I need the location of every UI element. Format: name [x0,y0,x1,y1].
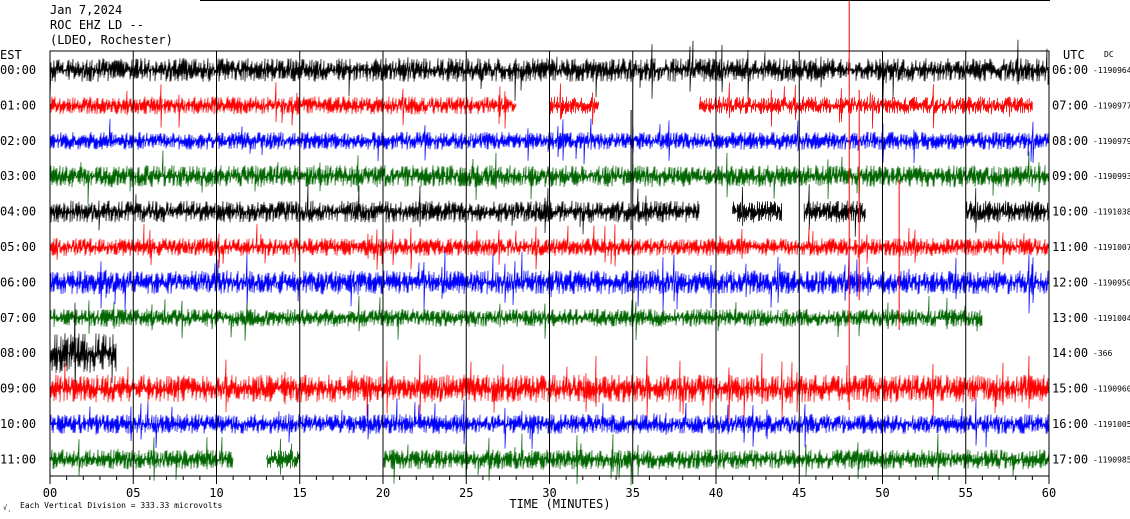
dc-offset-label: -1190964 [1093,66,1130,75]
x-tick-label: 10 [209,486,223,500]
header-date: Jan 7,2024 [50,3,123,17]
est-label: 04:00 [0,205,36,219]
est-label: 09:00 [0,382,36,396]
x-tick-label: 50 [875,486,889,500]
label-layer: 00 05 10 15 20 25 30 35 40 45 50 55 60 00:00 06:00 -119… [0,63,1130,500]
est-label: 10:00 [0,417,36,431]
trace-segment-04:00 [49,184,700,235]
trace-segment-01:00 [49,82,517,129]
est-label: 07:00 [0,311,36,325]
dc-offset-label: -1190950 [1093,278,1130,287]
utc-label: 13:00 [1052,311,1088,325]
est-label: 00:00 [0,63,36,77]
trace-segment-04:00 [803,184,866,237]
est-label: 01:00 [0,98,36,112]
x-tick-label: 05 [126,486,140,500]
trace-segment-01:00 [699,82,1033,129]
dc-offset-label: -1190960 [1093,385,1130,394]
right-sub-title: DC [1104,50,1114,59]
left-axis-title: EST [0,48,22,62]
dc-offset-label: -1190977 [1093,101,1130,110]
x-tick-label: 30 [542,486,556,500]
x-tick-label: 45 [792,486,806,500]
est-label: 03:00 [0,169,36,183]
est-label: 08:00 [0,346,36,360]
utc-label: 15:00 [1052,382,1088,396]
x-tick-label: 35 [626,486,640,500]
est-label: 11:00 [0,452,36,466]
trace-segment-07:00 [49,295,983,341]
dc-offset-label: -1191004 [1093,314,1130,323]
x-tick-label: 60 [1042,486,1056,500]
x-tick-label: 00 [43,486,57,500]
utc-label: 09:00 [1052,169,1088,183]
utc-label: 11:00 [1052,240,1088,254]
dc-offset-label: -366 [1093,349,1112,358]
header-station: ROC EHZ LD -- [50,18,144,32]
x-tick-label: 15 [293,486,307,500]
utc-label: 14:00 [1052,346,1088,360]
header-network: (LDEO, Rochester) [50,33,173,47]
utc-label: 10:00 [1052,205,1088,219]
dc-offset-label: -1191007 [1093,243,1130,252]
footnote-prefix: √̨ [3,504,11,512]
dc-offset-label: -1191005 [1093,420,1130,429]
grid-layer [49,0,1050,484]
est-label: 02:00 [0,134,36,148]
trace-segment-11:00 [49,437,234,481]
trace-segment-04:00 [732,186,782,227]
utc-label: 12:00 [1052,275,1088,289]
dc-offset-label: -1191038 [1093,208,1130,217]
dc-offset-label: -1190985 [1093,455,1130,464]
footnote: Each Vertical Division = 333.33 microvol… [20,501,222,510]
x-tick-label: 40 [709,486,723,500]
dc-offset-label: -1190979 [1093,137,1130,146]
x-axis-title: TIME (MINUTES) [509,497,610,511]
right-axis-title: UTC [1063,48,1085,62]
x-tick-label: 20 [376,486,390,500]
trace-segment-11:00 [266,438,300,475]
dc-offset-label: -1190993 [1093,172,1130,181]
utc-label: 08:00 [1052,134,1088,148]
x-tick-label: 55 [959,486,973,500]
trace-segment-01:00 [549,83,599,125]
trace-segment-08:00 [49,302,117,398]
utc-label: 16:00 [1052,417,1088,431]
utc-label: 07:00 [1052,98,1088,112]
est-label: 06:00 [0,275,36,289]
x-tick-label: 25 [459,486,473,500]
utc-label: 06:00 [1052,63,1088,77]
est-label: 05:00 [0,240,36,254]
trace-segment-04:00 [965,187,1050,233]
utc-label: 17:00 [1052,452,1088,466]
